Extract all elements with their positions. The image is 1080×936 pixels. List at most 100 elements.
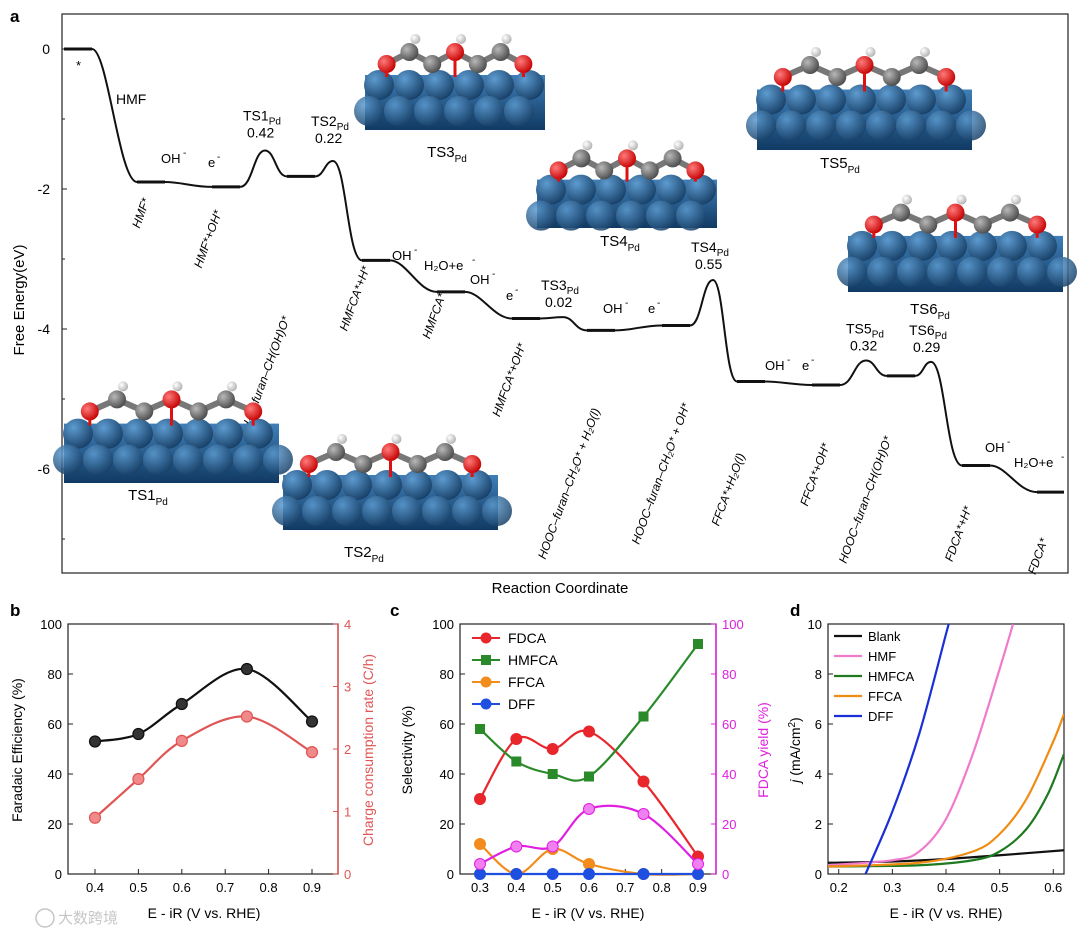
legend-label: HMFCA (508, 652, 558, 668)
carbon-atom (468, 55, 487, 73)
carbon-atom (108, 390, 127, 409)
pd-atom (936, 84, 966, 115)
y-tick-label: 0 (447, 867, 454, 882)
state-label-2: HMF*+OH* (191, 208, 225, 270)
y2-tick-label: 0 (722, 867, 729, 882)
y-tick-label: 0 (55, 867, 62, 882)
e-minus: - (472, 255, 475, 266)
pd-atom (877, 230, 907, 261)
carbon-atom (189, 402, 208, 421)
pd-atom (876, 84, 906, 115)
legend-label: Blank (868, 629, 901, 644)
pd-atom (332, 496, 362, 526)
legend-marker (481, 655, 491, 665)
data-point (511, 756, 522, 767)
e-text: e (802, 358, 809, 373)
pd-atom (586, 200, 616, 231)
e-text: e (208, 155, 215, 170)
panel-c-plot (474, 639, 704, 880)
carbon-atom (892, 203, 911, 222)
x-tick-label: 0.7 (216, 880, 234, 895)
oxygen-atom (937, 68, 956, 86)
x-tick-label: 0.5 (544, 880, 562, 895)
state-label-10: FFCA*+OH* (797, 441, 833, 508)
hydrogen-atom (226, 381, 237, 392)
pd-atom (816, 84, 846, 115)
legend-label: FFCA (868, 689, 902, 704)
legend-label: HMF (868, 649, 896, 664)
hydrogen-atom (445, 434, 456, 444)
pd-atom (364, 70, 394, 100)
oxygen-atom (244, 402, 263, 421)
y-tick-label: -6 (38, 461, 51, 477)
data-point (305, 715, 319, 728)
state-label-4: HMFCA*+H* (337, 264, 373, 333)
data-point (88, 735, 102, 748)
state-label-6: HMFCA*+OH* (489, 341, 529, 418)
panel-b-ylabel: Faradaic Efficiency (%) (9, 678, 25, 822)
panel-a-xlabel: Reaction Coordinate (492, 580, 629, 597)
carbon-atom (435, 443, 454, 461)
e-text: e (648, 301, 655, 316)
legend-label: FDCA (508, 630, 547, 646)
carbon-atom (909, 56, 928, 74)
ts-structure-4: TS4Pd (526, 140, 717, 254)
y-tick-label: 60 (440, 717, 454, 732)
ts-name-label: TS5Pd (846, 321, 884, 341)
pd-atom (837, 256, 867, 287)
data-point (583, 868, 595, 880)
carbon-atom (973, 215, 992, 234)
x-tick-label: 0.8 (653, 880, 671, 895)
carbon-atom (919, 215, 938, 234)
pd-atom (896, 110, 926, 141)
x-tick-label: 0.6 (1044, 880, 1062, 895)
carbon-atom (135, 402, 154, 421)
pd-atom (504, 96, 534, 126)
y2-tick-label: 3 (344, 680, 351, 695)
legend-marker (480, 698, 492, 710)
y-tick-label: 80 (48, 667, 62, 682)
pd-atom (957, 256, 987, 287)
oh-minus: - (1007, 437, 1010, 448)
pd-atom (566, 174, 596, 205)
panel-b-frame (67, 623, 339, 875)
pd-atom (474, 96, 504, 126)
y-tick-label: 80 (440, 667, 454, 682)
h2o-e-text: H₂O+e (1014, 455, 1053, 470)
y-tick-label: 0 (815, 867, 822, 882)
pd-atom (846, 84, 876, 115)
pd-atom (786, 84, 816, 115)
x-tick-label: 0.6 (580, 880, 598, 895)
pd-atom (536, 174, 566, 205)
pd-atom (616, 200, 646, 231)
pd-atom (392, 496, 422, 526)
pd-atom (432, 470, 462, 500)
ts-name-label: TS6Pd (909, 322, 947, 342)
y-tick-label: -2 (38, 181, 51, 197)
ts-structure-2: TS2Pd (272, 434, 512, 565)
panel-b-axes: 0 20 40 60 80 100 0 1 2 3 4 0.4 0.5 0.6 0.7 0.8 0.9 (40, 617, 351, 895)
panel-b-plot (88, 662, 319, 824)
pd-atom (233, 444, 263, 475)
oh-text: OH (765, 358, 785, 373)
x-tick-label: 0.8 (260, 880, 278, 895)
panel-a: a 0 -2 -4 -6 Free Energy(eV) Reaction Coord… (10, 7, 1077, 597)
oh-e-annotation-3: OH - e - (470, 269, 518, 303)
panel-d-xlabel: E - iR (V vs. RHE) (890, 905, 1003, 921)
data-point (474, 838, 486, 850)
pd-atom (906, 84, 936, 115)
panel-d-frame (827, 623, 1065, 875)
hydrogen-atom (410, 34, 421, 44)
hydrogen-atom (628, 140, 638, 151)
carbon-atom (640, 161, 659, 180)
data-point (546, 840, 559, 853)
pd-atom (362, 496, 392, 526)
data-point (637, 808, 650, 820)
panel-c: c 0 20 40 60 80 100 0 20 40 60 80 100 0.3 0.4 0.5 0.6 0.… (390, 601, 771, 921)
pd-atom (956, 110, 986, 141)
oh-h2o-annotation-2: OH - H₂O+e - (392, 245, 475, 273)
carbon-atom (354, 455, 373, 473)
pd-atom (676, 200, 706, 231)
data-point (692, 858, 704, 870)
pd-atom (484, 70, 514, 100)
